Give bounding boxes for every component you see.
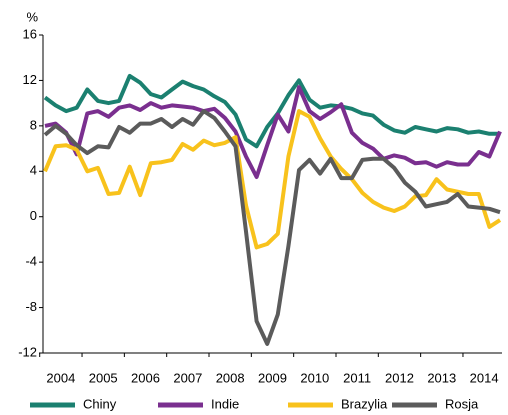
x-tick-label: 2005 <box>89 370 118 385</box>
y-tick-label: 8 <box>30 117 37 132</box>
series-line <box>43 73 500 149</box>
y-tick-label: 4 <box>30 163 37 178</box>
legend-label: Chiny <box>83 396 117 411</box>
y-tick-label: 0 <box>30 208 37 223</box>
x-tick-label: 2012 <box>385 370 414 385</box>
x-tick-label: 2009 <box>258 370 287 385</box>
y-tick-label: 12 <box>23 72 37 87</box>
series-line <box>43 109 502 250</box>
x-tick-label: 2007 <box>173 370 202 385</box>
y-tick-label: -12 <box>18 344 37 359</box>
x-tick-label: 2011 <box>343 370 371 385</box>
y-tick-label: -8 <box>25 299 37 314</box>
x-tick-label: 2013 <box>427 370 456 385</box>
y-axis-label: % <box>26 9 38 24</box>
legend-label: Indie <box>211 396 239 411</box>
x-tick-label: 2014 <box>470 370 499 385</box>
x-tick-label: 2008 <box>216 370 245 385</box>
x-tick-label: 2006 <box>131 370 160 385</box>
x-tick-label: 2004 <box>46 370 75 385</box>
legend-label: Rosja <box>445 396 479 411</box>
legend-label: Brazylia <box>341 396 388 411</box>
series-line <box>43 109 501 346</box>
x-tick-label: 2010 <box>300 370 329 385</box>
y-tick-label: -4 <box>25 254 37 269</box>
y-tick-label: 16 <box>23 26 37 41</box>
series-line <box>44 85 502 179</box>
